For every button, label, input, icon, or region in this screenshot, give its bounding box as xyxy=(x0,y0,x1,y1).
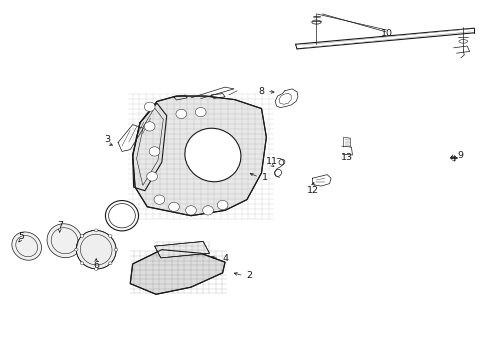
Ellipse shape xyxy=(146,172,157,181)
Ellipse shape xyxy=(47,224,82,258)
Ellipse shape xyxy=(74,248,78,251)
Ellipse shape xyxy=(184,128,241,182)
Ellipse shape xyxy=(114,248,118,251)
Ellipse shape xyxy=(12,232,41,260)
Polygon shape xyxy=(130,249,224,294)
Ellipse shape xyxy=(185,206,196,215)
Text: 10: 10 xyxy=(380,29,392,38)
Ellipse shape xyxy=(108,235,112,238)
Ellipse shape xyxy=(217,201,227,210)
Text: 1: 1 xyxy=(262,173,268,182)
Ellipse shape xyxy=(80,262,83,265)
Ellipse shape xyxy=(108,262,112,265)
Ellipse shape xyxy=(144,122,155,131)
Ellipse shape xyxy=(195,108,205,117)
Text: 7: 7 xyxy=(57,221,62,230)
Text: 8: 8 xyxy=(258,87,264,96)
Ellipse shape xyxy=(202,206,213,215)
Text: 6: 6 xyxy=(93,261,99,270)
Text: 3: 3 xyxy=(104,135,110,144)
Ellipse shape xyxy=(168,202,179,211)
Ellipse shape xyxy=(76,230,116,269)
Ellipse shape xyxy=(94,267,98,270)
Ellipse shape xyxy=(154,195,164,204)
Text: 5: 5 xyxy=(18,232,24,241)
Ellipse shape xyxy=(144,102,155,111)
Text: 11: 11 xyxy=(265,157,277,166)
Ellipse shape xyxy=(105,201,138,231)
Text: 12: 12 xyxy=(306,185,318,194)
Ellipse shape xyxy=(80,235,83,238)
Polygon shape xyxy=(154,242,209,258)
Ellipse shape xyxy=(176,109,186,118)
Text: 2: 2 xyxy=(246,271,252,280)
Ellipse shape xyxy=(94,229,98,232)
Ellipse shape xyxy=(149,147,160,156)
Text: 9: 9 xyxy=(456,151,462,160)
Text: 13: 13 xyxy=(340,153,352,162)
Polygon shape xyxy=(132,96,266,216)
Text: 4: 4 xyxy=(222,254,227,263)
